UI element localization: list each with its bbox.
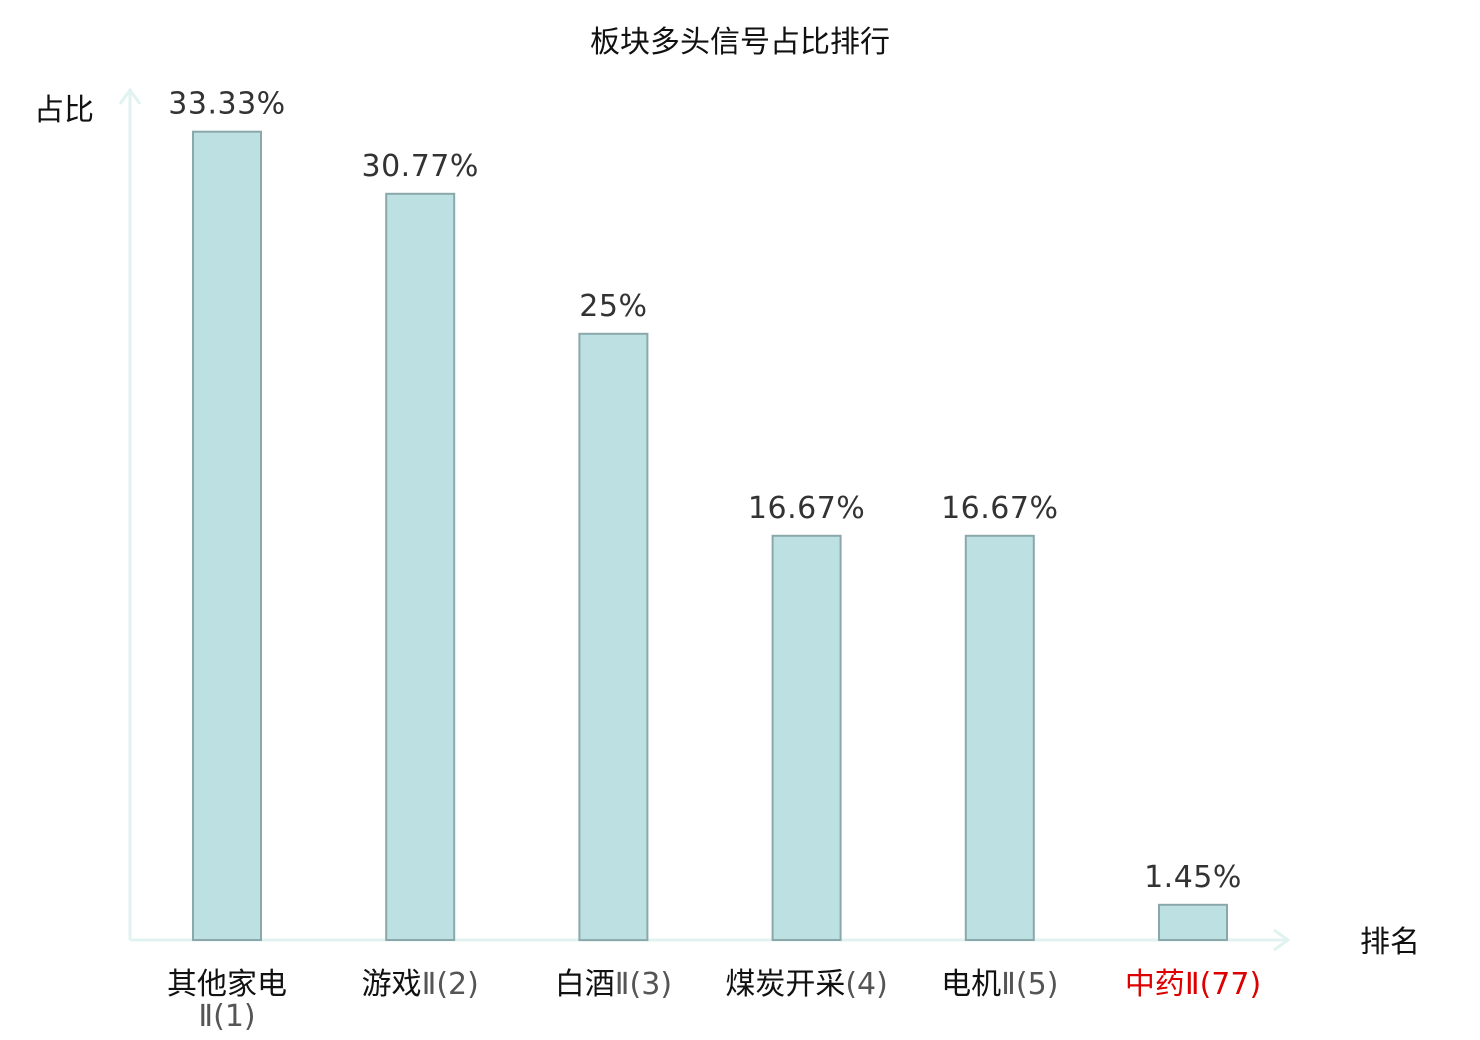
bar-5 <box>964 534 1035 941</box>
bar-1 <box>192 130 262 941</box>
value-label-5: 16.67% <box>941 491 1058 526</box>
bars-group <box>192 130 1228 942</box>
bar-6 <box>1158 903 1228 941</box>
x-axis <box>130 928 1291 952</box>
category-label-2: 游戏Ⅱ(2) <box>362 967 479 1002</box>
x-axis-label: 排名 <box>1360 925 1420 960</box>
y-axis-label: 占比 <box>34 93 94 128</box>
y-axis <box>118 87 142 940</box>
value-label-3: 25% <box>579 289 647 324</box>
value-labels-group: 33.33% 30.77% 25% 16.67% 16.67% 1.45% <box>168 87 1242 895</box>
bar-2 <box>385 192 456 942</box>
bar-3 <box>578 332 649 942</box>
category-label-5: 电机Ⅱ(5) <box>941 967 1058 1002</box>
value-label-2: 30.77% <box>362 149 479 184</box>
bar-4 <box>771 534 842 941</box>
category-label-3: 白酒Ⅱ(3) <box>555 967 672 1002</box>
category-label-1-name: 其他家电 <box>167 967 287 1002</box>
chart-title: 板块多头信号占比排行 <box>590 25 890 60</box>
category-label-1-suffix: Ⅱ(1) <box>198 999 255 1034</box>
value-label-6: 1.45% <box>1144 860 1242 895</box>
value-label-4: 16.67% <box>748 491 865 526</box>
category-label-4: 煤炭开采(4) <box>725 967 888 1002</box>
category-label-6: 中药Ⅱ(77) <box>1125 967 1261 1002</box>
value-label-1: 33.33% <box>168 87 285 122</box>
